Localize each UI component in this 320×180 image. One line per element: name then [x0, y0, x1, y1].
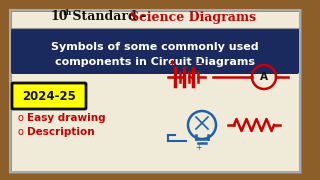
Text: Standard -: Standard - — [68, 10, 151, 24]
Text: +: + — [169, 60, 175, 69]
Text: −: − — [196, 59, 204, 69]
Text: components in Circuit Diagrams: components in Circuit Diagrams — [55, 57, 255, 67]
Text: o: o — [17, 127, 23, 137]
FancyBboxPatch shape — [10, 10, 300, 172]
Text: 10: 10 — [50, 10, 68, 24]
Text: A: A — [260, 72, 268, 82]
Text: Science Diagrams: Science Diagrams — [130, 10, 256, 24]
Text: o: o — [17, 113, 23, 123]
Text: Symbols of some commonly used: Symbols of some commonly used — [51, 42, 259, 52]
Text: Easy drawing: Easy drawing — [27, 113, 106, 123]
FancyBboxPatch shape — [11, 28, 299, 74]
FancyBboxPatch shape — [12, 83, 86, 109]
Text: th: th — [63, 9, 72, 17]
Text: 2024-25: 2024-25 — [22, 89, 76, 102]
Text: Description: Description — [27, 127, 95, 137]
Text: +: + — [195, 143, 201, 152]
